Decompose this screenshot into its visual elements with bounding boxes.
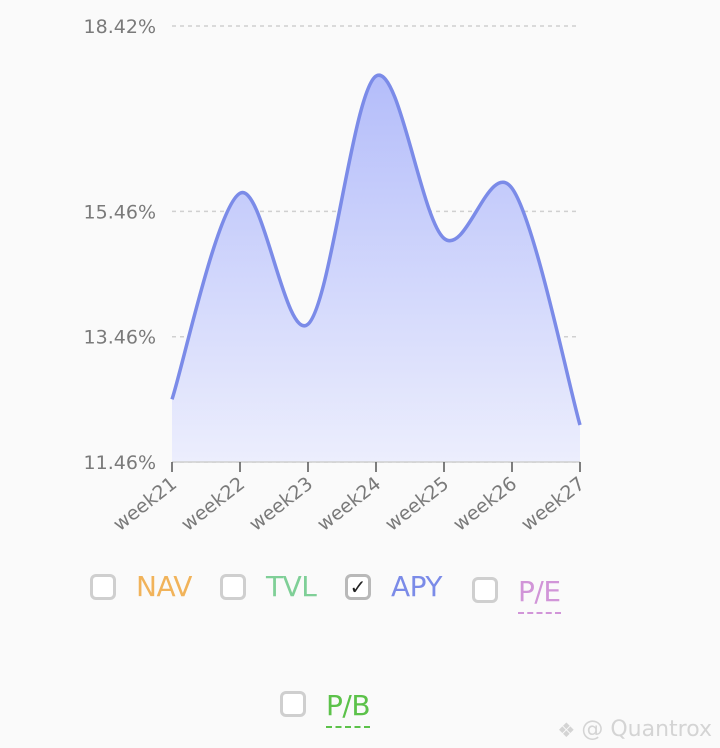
x-tick-label: week21 (109, 473, 181, 536)
y-tick-label: 18.42% (84, 16, 156, 38)
x-tick-label: week24 (313, 473, 385, 536)
checkmark-icon: ✓ (349, 574, 367, 599)
stamp-icon: ❖ (557, 717, 576, 742)
legend-label-nav: NAV (136, 570, 192, 603)
x-tick-label: week26 (449, 473, 521, 536)
x-tick-label: week23 (245, 473, 317, 536)
x-tick-label: week25 (381, 473, 453, 536)
pb-checkbox[interactable] (280, 690, 306, 717)
legend-item-tvl[interactable]: TVL (220, 570, 317, 603)
y-tick-label: 13.46% (84, 327, 156, 349)
pe-checkbox[interactable] (472, 576, 498, 603)
x-tick-label: week27 (517, 473, 589, 536)
apy-area-chart: 11.46%13.46%15.46%18.42% week21week22wee… (84, 16, 590, 536)
tvl-checkbox[interactable] (220, 573, 246, 600)
apy-checkbox[interactable]: ✓ (345, 573, 371, 600)
legend-item-pb[interactable]: P/B (280, 684, 371, 728)
nav-checkbox[interactable] (90, 573, 116, 600)
legend-item-apy[interactable]: ✓ APY (345, 570, 443, 603)
y-tick-label: 15.46% (84, 201, 156, 223)
apy-area-fill (172, 75, 580, 462)
legend-item-pe[interactable]: P/E (472, 570, 561, 614)
legend-label-tvl: TVL (266, 570, 317, 603)
x-tick-label: week22 (177, 473, 249, 536)
legend-label-apy: APY (391, 570, 443, 603)
legend-item-nav[interactable]: NAV (90, 570, 192, 603)
legend-label-pe: P/E (518, 575, 561, 614)
watermark: ❖ @ Quantrox (557, 717, 712, 742)
watermark-text: @ Quantrox (581, 717, 712, 742)
y-tick-label: 11.46% (84, 452, 156, 474)
legend-label-pb: P/B (326, 689, 371, 728)
